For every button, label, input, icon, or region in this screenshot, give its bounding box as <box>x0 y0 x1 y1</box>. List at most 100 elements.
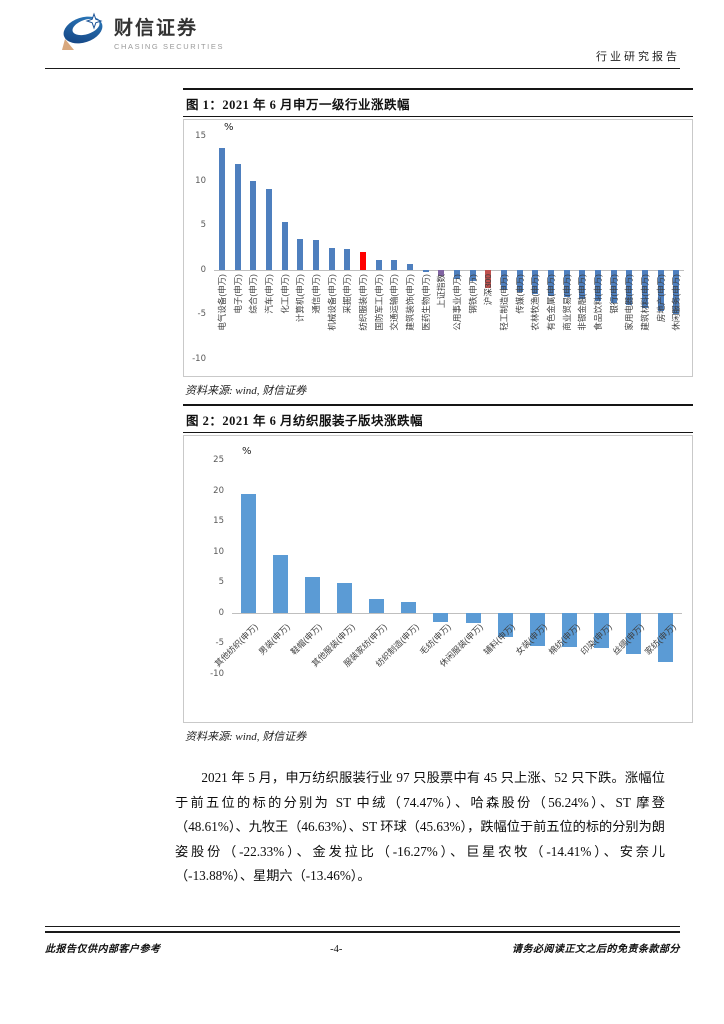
axis-unit-label: % <box>242 446 252 457</box>
footer-divider-thin <box>45 926 680 927</box>
category-label: 化工(申万) <box>279 273 290 314</box>
brand-name-cn: 财信证券 <box>114 18 199 39</box>
category-label: 商业贸易(申万) <box>561 273 572 331</box>
bar <box>497 612 513 638</box>
y-tick-label: -10 <box>210 669 224 679</box>
category-label: 公用事业(申万) <box>451 273 462 331</box>
category-label: 食品饮料(申万) <box>592 273 603 331</box>
brand-logo-icon <box>60 12 106 52</box>
bar <box>234 163 241 270</box>
y-tick-label: 5 <box>218 577 224 588</box>
y-tick-label: -5 <box>197 309 206 320</box>
category-label: 休闲服务(申万) <box>671 273 682 331</box>
x-axis-line <box>232 612 682 614</box>
category-label: 沪深300 <box>483 273 494 305</box>
bar <box>594 269 601 302</box>
category-label: 农林牧渔(申万) <box>530 273 541 331</box>
footer-page-number: -4- <box>330 944 343 955</box>
figure-1: 图 1：2021 年 6 月申万一级行业涨跌幅 % 15 10 5 0 -5 -10 电气设备… <box>183 88 693 404</box>
bar <box>610 269 617 303</box>
bar <box>594 612 610 648</box>
category-label: 纺织服装(申万) <box>357 273 368 331</box>
footer-divider-thick <box>45 931 680 933</box>
body-paragraph: 2021 年 5 月，申万纺织服装行业 97 只股票中有 45 只上涨、52 只… <box>175 770 665 883</box>
figure-1-source: 资料来源: wind, 财信证券 <box>185 385 307 397</box>
figure-2: 图 2：2021 年 6 月纺织服装子版块涨跌幅 % 25 20 15 10 5 0 -5 -1… <box>183 404 693 750</box>
category-label: 上证指数 <box>436 273 447 308</box>
bar <box>391 259 398 270</box>
bar <box>359 251 366 270</box>
axis-unit-label: % <box>224 122 234 133</box>
bar <box>529 612 545 647</box>
category-label: 医药生物(申万) <box>420 273 431 331</box>
bar <box>375 259 382 270</box>
bar <box>465 612 481 623</box>
category-label: 轻工制造(申万) <box>498 273 509 331</box>
bar <box>401 602 417 613</box>
y-tick-label: 0 <box>200 264 206 275</box>
bar <box>563 269 570 298</box>
bar <box>297 238 304 270</box>
y-tick-label: 15 <box>195 131 206 141</box>
category-label: 汽车(申万) <box>263 273 274 314</box>
bar <box>328 248 335 270</box>
category-label: 银行(申万) <box>608 273 619 314</box>
bar <box>265 188 272 270</box>
category-label: 房地产(申万) <box>655 273 666 322</box>
bar <box>658 612 674 662</box>
header-divider <box>45 68 680 69</box>
category-label: 计算机(申万) <box>295 273 306 322</box>
bar <box>626 612 642 655</box>
bar <box>312 240 319 270</box>
bar <box>626 269 633 306</box>
footer-disclaimer-left: 此报告仅供内部客户参考 <box>45 944 161 955</box>
brand-name-en: CHASING SECURITIES <box>114 42 225 51</box>
category-label: 综合(申万) <box>248 273 259 314</box>
category-label: 钢铁(申万) <box>467 273 478 314</box>
bar <box>547 269 554 296</box>
category-label: 电子(申万) <box>232 273 243 314</box>
y-tick-label: 15 <box>213 516 224 527</box>
figure-2-title: 图 2：2021 年 6 月纺织服装子版块涨跌幅 <box>183 406 693 433</box>
bar <box>218 148 225 270</box>
y-tick-label: -10 <box>192 354 206 364</box>
bar <box>433 612 449 622</box>
page-header: 财信证券 CHASING SECURITIES 行业研究报告 <box>45 0 680 68</box>
report-type-label: 行业研究报告 <box>596 51 680 63</box>
bar <box>657 269 664 311</box>
category-label: 机械设备(申万) <box>326 273 337 331</box>
bar <box>406 264 413 270</box>
figure-2-chart: % 25 20 15 10 5 0 -5 -10 其他纺织(申万) 男装(申万) 鞋帽(申万) 其他服装… <box>184 436 692 722</box>
figure-2-chart-frame: % 25 20 15 10 5 0 -5 -10 其他纺织(申万) 男装(申万) 鞋帽(申万) 其他服装… <box>183 435 693 723</box>
footer-disclaimer-right: 请务必阅读正文之后的免责条款部分 <box>512 944 680 955</box>
category-label: 电气设备(申万) <box>216 273 227 331</box>
figure-1-chart-frame: % 15 10 5 0 -5 -10 电气设备(申万) 电子(申万) 综合(申万) 汽车(申万) 化工… <box>183 119 693 377</box>
figure-2-source: 资料来源: wind, 财信证券 <box>185 731 307 743</box>
category-label: 交通运输(申万) <box>389 273 400 331</box>
category-label: 建筑材料(申万) <box>639 273 650 331</box>
bar <box>438 269 445 277</box>
y-tick-label: 25 <box>213 455 224 465</box>
bar <box>250 181 257 270</box>
category-label: 建筑装饰(申万) <box>404 273 415 331</box>
category-label: 采掘(申万) <box>342 273 353 314</box>
bar <box>422 269 429 272</box>
category-label: 非银金融(申万) <box>577 273 588 331</box>
y-tick-label: 0 <box>218 607 224 618</box>
bar <box>641 269 648 309</box>
bar <box>485 269 492 288</box>
bar <box>240 493 256 613</box>
bar <box>272 555 288 613</box>
bar <box>337 582 352 613</box>
x-axis-line <box>214 269 684 271</box>
bar <box>516 269 523 293</box>
category-label: 传媒(申万) <box>514 273 525 314</box>
brand-text: 财信证券 CHASING SECURITIES <box>114 13 224 51</box>
category-label: 有色金属(申万) <box>545 273 556 331</box>
brand-logo: 财信证券 CHASING SECURITIES <box>60 12 224 52</box>
bar <box>562 612 577 648</box>
page-footer: 此报告仅供内部客户参考 -4- 请务必阅读正文之后的免责条款部分 <box>45 926 680 955</box>
bar <box>453 269 460 279</box>
bar <box>304 577 320 613</box>
